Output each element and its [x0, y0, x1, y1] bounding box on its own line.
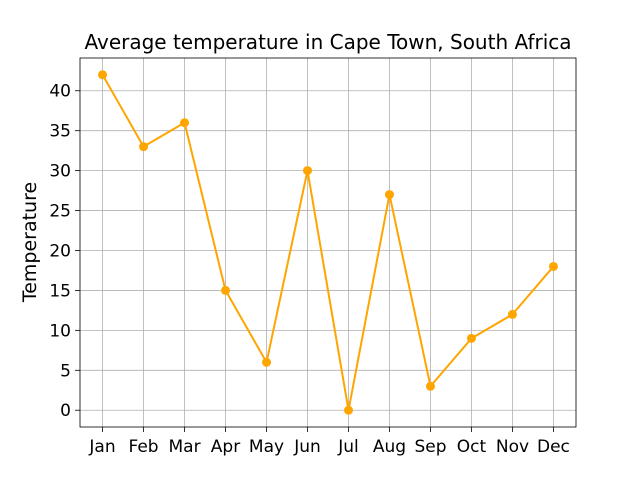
plot-frame [79, 57, 577, 428]
y-tick-label: 15 [49, 281, 71, 301]
data-point-dec [548, 261, 558, 271]
series-temperature [98, 70, 558, 415]
data-point-jun [303, 166, 313, 176]
x-tick-label: Jun [293, 437, 321, 457]
chart-title: Average temperature in Cape Town, South … [84, 30, 571, 54]
axis-ticks: Jan Feb Mar Apr May Jun Jul Aug Sep Oct Nov Dec 0 5 10… [49, 82, 570, 457]
data-point-apr [221, 285, 231, 295]
x-tick-label: Feb [128, 437, 158, 457]
y-tick-label: 40 [49, 82, 71, 102]
data-point-aug [384, 190, 394, 200]
data-point-feb [139, 142, 149, 152]
y-tick-label: 30 [49, 162, 71, 182]
data-point-nov [507, 309, 517, 319]
x-tick-label: Oct [457, 437, 487, 457]
x-tick-label: Jan [88, 437, 115, 457]
y-tick-label: 10 [49, 321, 71, 341]
x-tick-label: Nov [496, 437, 529, 457]
x-tick-label: Dec [537, 437, 570, 457]
x-tick-label: Aug [373, 437, 406, 457]
grid [80, 58, 576, 427]
x-tick-label: Apr [211, 437, 240, 457]
x-tick-label: Sep [414, 437, 446, 457]
y-tick-label: 0 [60, 401, 71, 421]
data-point-oct [466, 333, 476, 343]
data-point-mar [180, 118, 190, 128]
data-point-jul [343, 405, 353, 415]
y-tick-label: 5 [60, 361, 71, 381]
x-tick-label: Jul [337, 437, 359, 457]
x-tick-label: Mar [168, 437, 200, 457]
data-point-jan [98, 70, 108, 80]
y-tick-label: 20 [49, 241, 71, 261]
y-tick-label: 25 [49, 202, 71, 222]
series-line [101, 74, 555, 412]
data-point-may [262, 357, 272, 367]
data-point-sep [425, 381, 435, 391]
y-axis-label: Temperature [19, 182, 41, 303]
y-tick-label: 35 [49, 122, 71, 142]
x-tick-label: May [249, 437, 284, 457]
